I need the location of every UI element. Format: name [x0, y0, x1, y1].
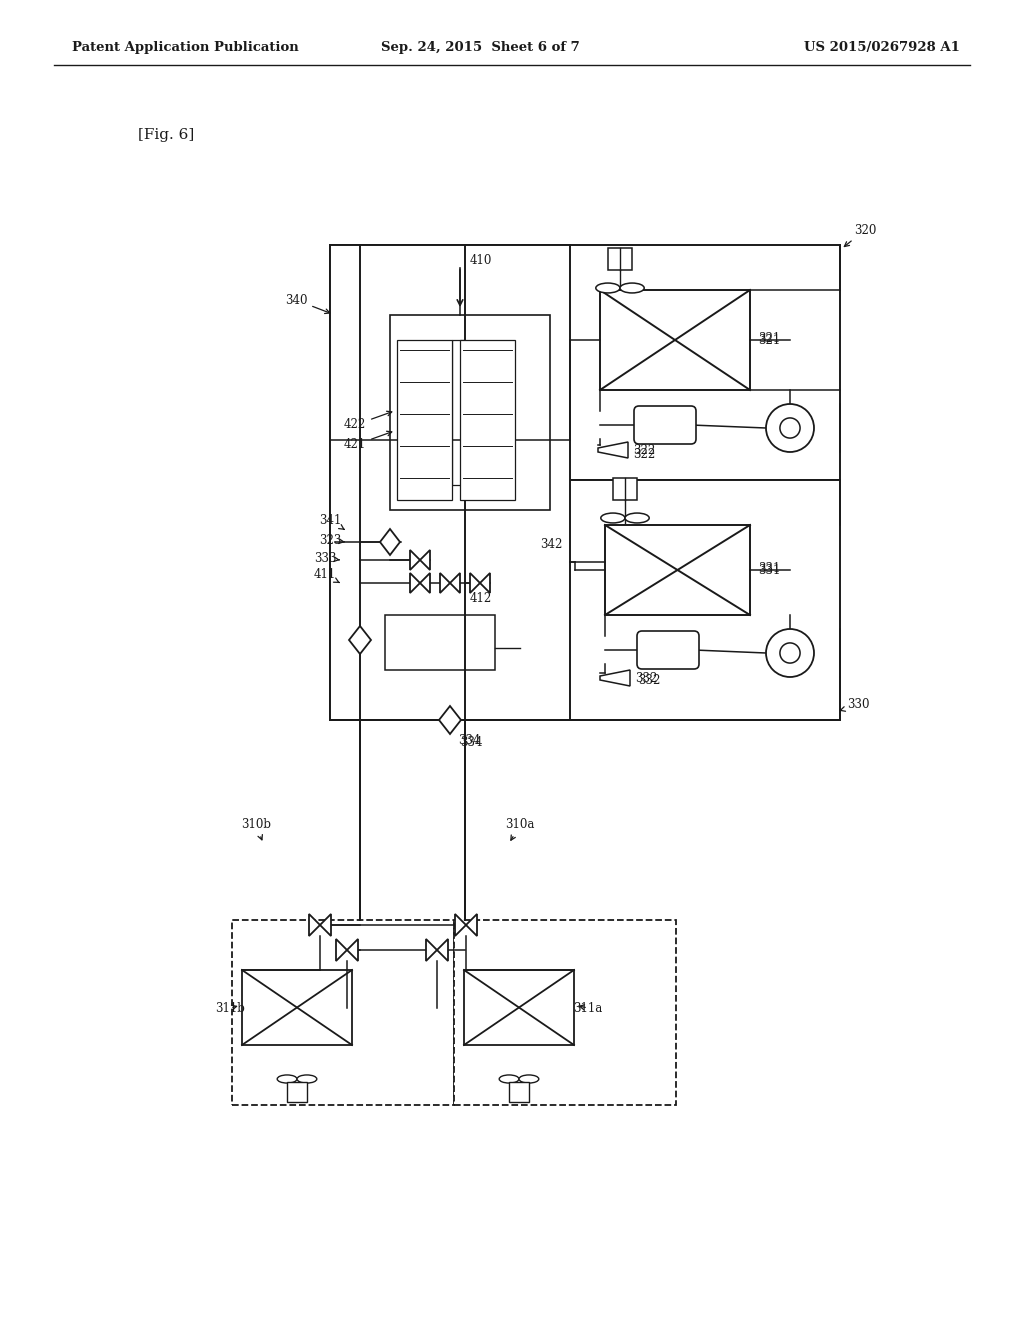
Text: 323: 323 — [318, 533, 344, 546]
Text: 410: 410 — [470, 253, 493, 267]
Bar — [330, 246, 570, 719]
Polygon shape — [336, 939, 347, 961]
Polygon shape — [410, 573, 420, 593]
Text: [Fig. 6]: [Fig. 6] — [138, 128, 195, 143]
Text: 332: 332 — [635, 672, 657, 685]
Text: 341: 341 — [318, 513, 344, 529]
Text: 332: 332 — [638, 673, 660, 686]
Polygon shape — [319, 913, 331, 936]
Polygon shape — [437, 939, 449, 961]
Text: 321: 321 — [758, 331, 780, 345]
Bar — [509, 1082, 529, 1102]
Ellipse shape — [278, 1074, 297, 1082]
Polygon shape — [470, 573, 480, 593]
Text: 334: 334 — [460, 735, 482, 748]
Bar — [232, 920, 454, 1105]
Ellipse shape — [519, 1074, 539, 1082]
Bar — [242, 970, 352, 1045]
Polygon shape — [480, 573, 490, 593]
Bar — [452, 341, 464, 484]
FancyBboxPatch shape — [637, 631, 699, 669]
Ellipse shape — [601, 513, 625, 523]
Text: 342: 342 — [540, 539, 562, 552]
Text: 421: 421 — [344, 432, 392, 451]
Polygon shape — [420, 573, 430, 593]
Bar — [605, 525, 750, 615]
Text: 412: 412 — [470, 591, 493, 605]
Text: 322: 322 — [633, 447, 655, 461]
Bar — [385, 615, 495, 671]
Bar — [390, 315, 550, 510]
Text: 411: 411 — [314, 569, 339, 582]
Ellipse shape — [625, 513, 649, 523]
Bar — [287, 1082, 307, 1102]
Polygon shape — [426, 939, 437, 961]
Polygon shape — [347, 939, 358, 961]
Text: 331: 331 — [758, 561, 780, 574]
Text: 334: 334 — [458, 734, 480, 747]
Polygon shape — [440, 573, 450, 593]
Bar — [460, 341, 515, 500]
Polygon shape — [466, 913, 477, 936]
Text: 311b: 311b — [215, 1002, 245, 1015]
Text: 310b: 310b — [241, 818, 271, 840]
Polygon shape — [420, 550, 430, 570]
Text: 311a: 311a — [573, 1002, 603, 1015]
Bar — [608, 248, 632, 271]
Text: 422: 422 — [344, 412, 392, 432]
Ellipse shape — [297, 1074, 316, 1082]
Text: 321: 321 — [758, 334, 780, 346]
Bar — [464, 970, 574, 1045]
Bar — [613, 478, 637, 500]
Polygon shape — [309, 913, 319, 936]
Polygon shape — [349, 626, 371, 653]
Ellipse shape — [500, 1074, 519, 1082]
Bar — [330, 480, 840, 719]
Polygon shape — [410, 550, 420, 570]
Circle shape — [766, 630, 814, 677]
Polygon shape — [439, 706, 461, 734]
Bar — [330, 246, 840, 480]
Text: Sep. 24, 2015  Sheet 6 of 7: Sep. 24, 2015 Sheet 6 of 7 — [381, 41, 580, 54]
Polygon shape — [380, 529, 400, 554]
Text: US 2015/0267928 A1: US 2015/0267928 A1 — [804, 41, 961, 54]
Polygon shape — [598, 442, 628, 458]
Text: 340: 340 — [285, 293, 330, 314]
Bar — [397, 341, 452, 500]
Ellipse shape — [620, 282, 644, 293]
Circle shape — [780, 418, 800, 438]
Text: Patent Application Publication: Patent Application Publication — [72, 41, 299, 54]
FancyBboxPatch shape — [634, 407, 696, 444]
Bar — [454, 920, 676, 1105]
Text: 322: 322 — [633, 444, 655, 457]
Polygon shape — [455, 913, 466, 936]
Text: 333: 333 — [313, 552, 339, 565]
Text: 320: 320 — [845, 223, 877, 247]
Circle shape — [766, 404, 814, 451]
Circle shape — [780, 643, 800, 663]
Polygon shape — [450, 573, 460, 593]
Text: 330: 330 — [841, 698, 869, 711]
Text: 310a: 310a — [505, 818, 535, 841]
Bar — [600, 290, 750, 389]
Ellipse shape — [596, 282, 620, 293]
Text: 331: 331 — [758, 564, 780, 577]
Polygon shape — [600, 671, 630, 686]
